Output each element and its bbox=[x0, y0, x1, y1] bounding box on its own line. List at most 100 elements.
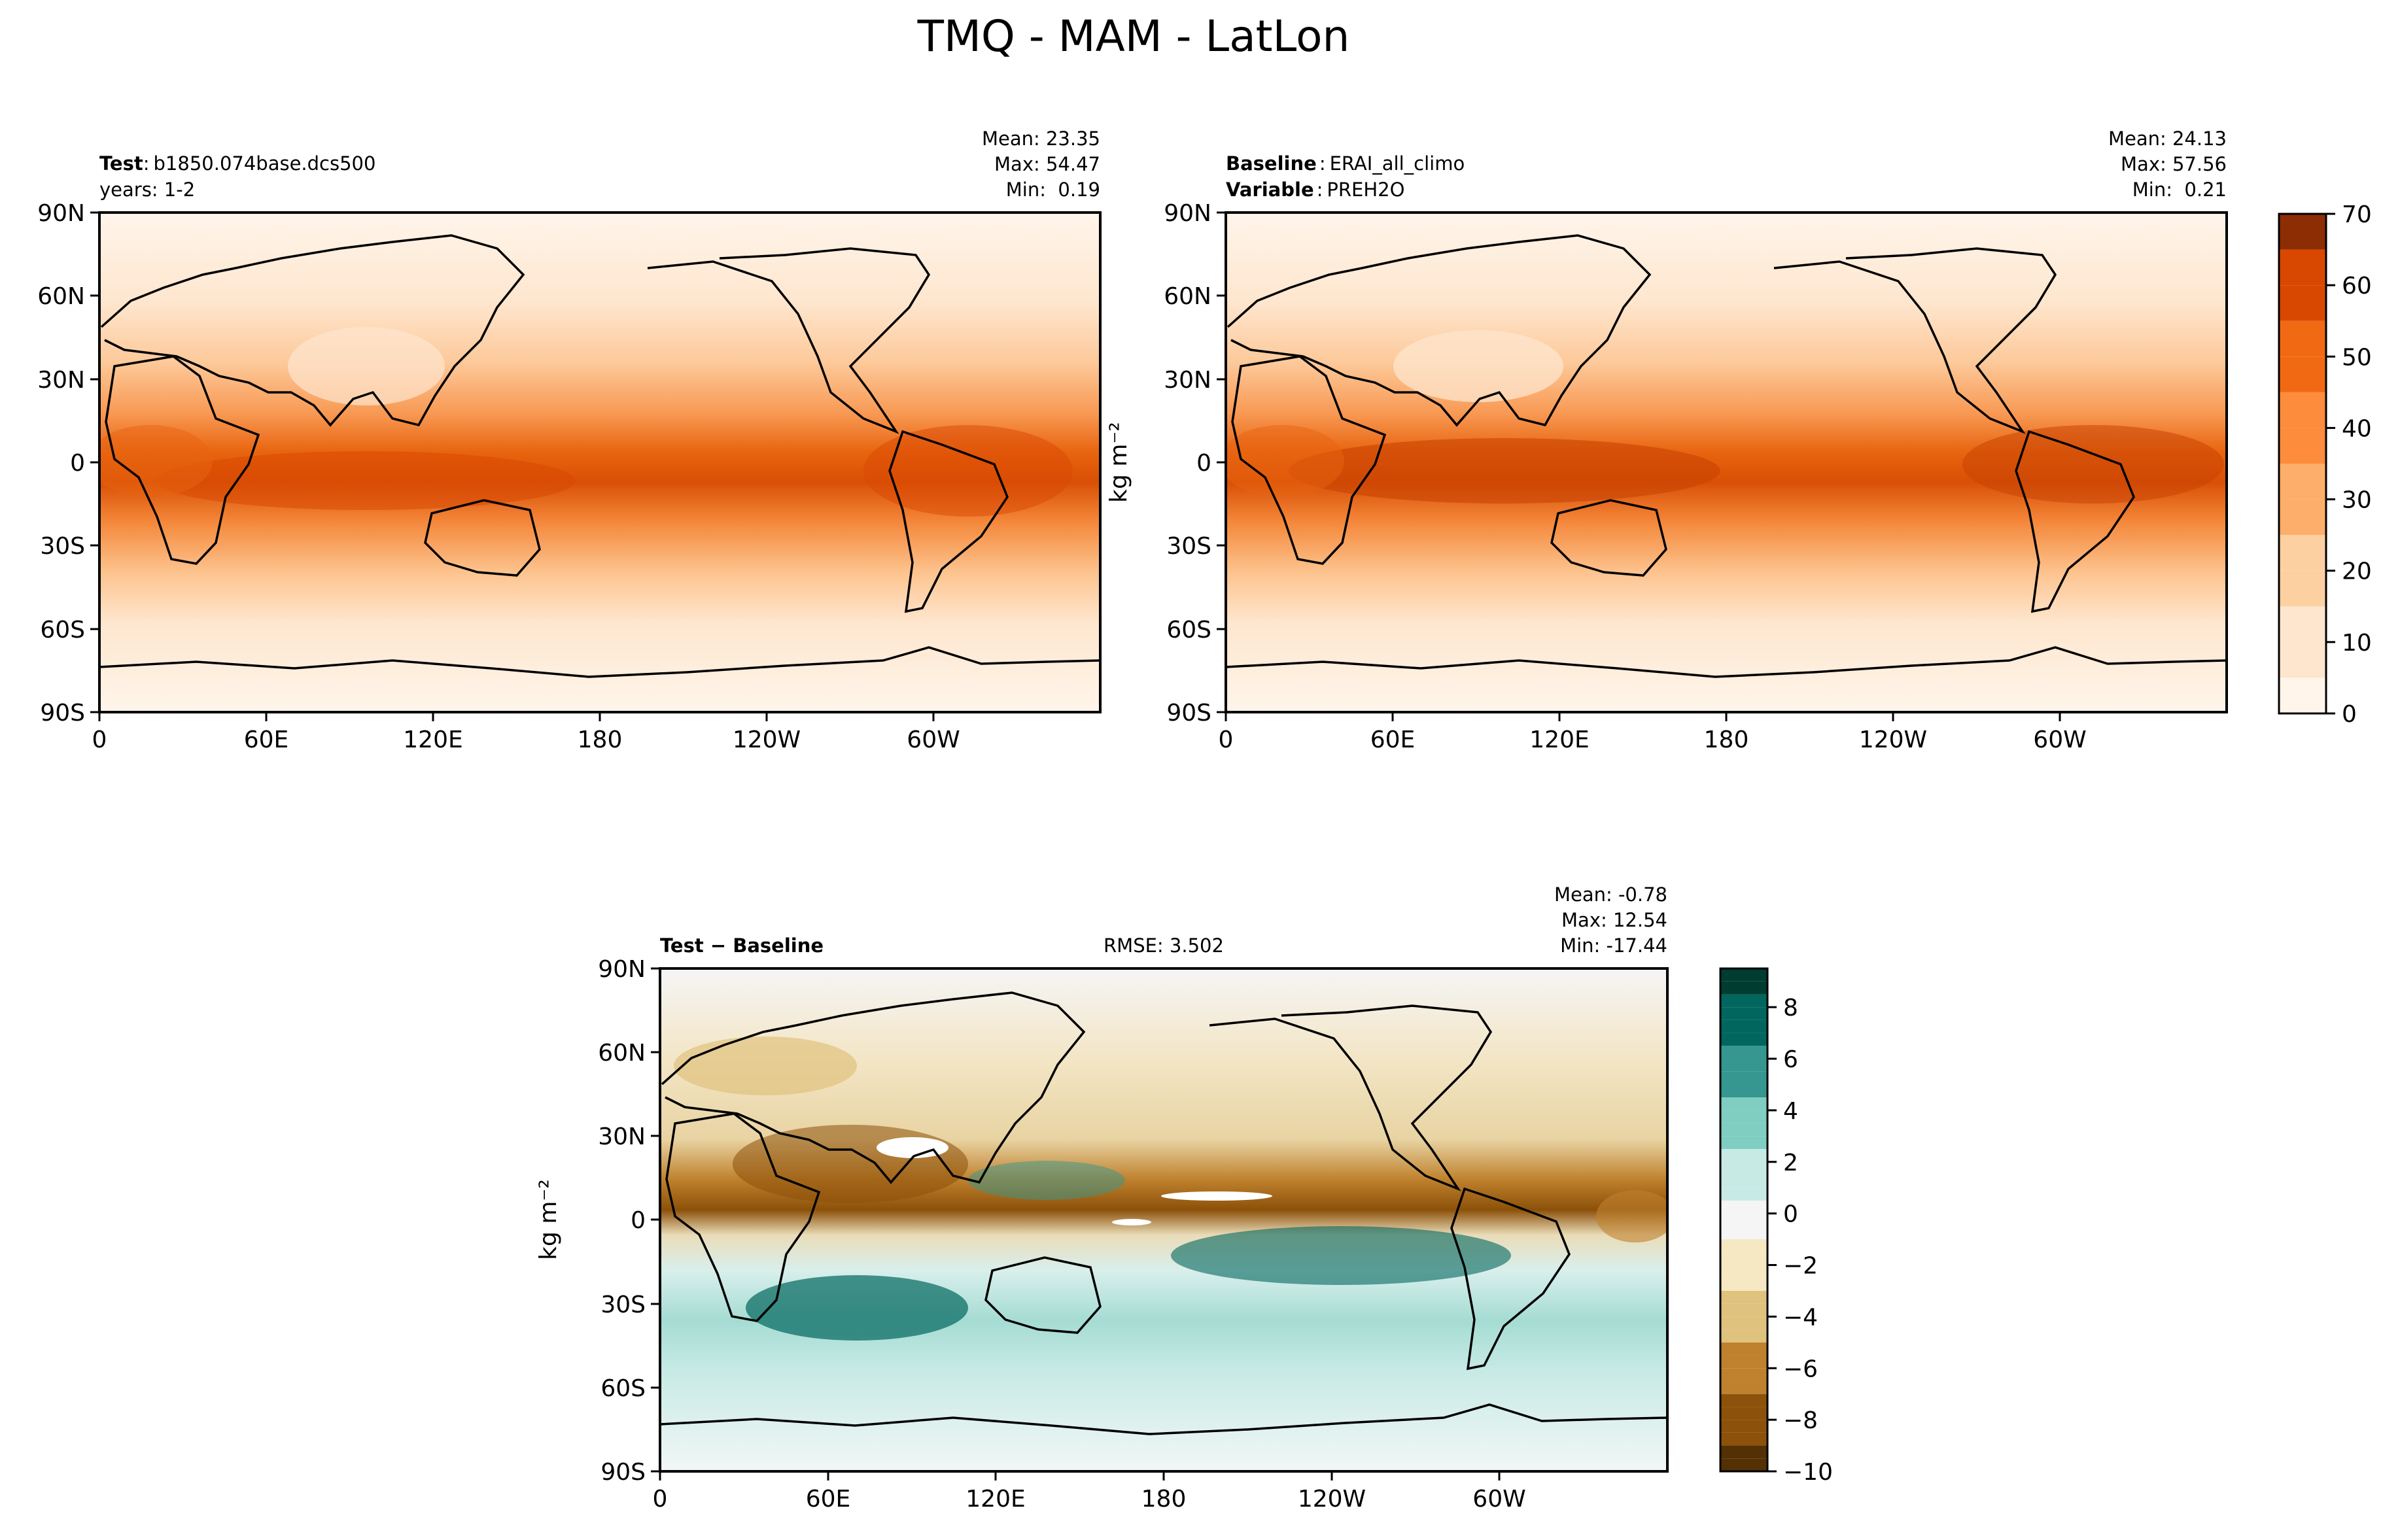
test-field-core bbox=[863, 425, 1073, 517]
lat-tick-label: 30S bbox=[600, 1292, 646, 1318]
colorbar-band bbox=[1720, 1149, 1767, 1162]
lon-tick-label: 180 bbox=[578, 727, 623, 753]
colorbar-band bbox=[1720, 1019, 1767, 1033]
lat-tick-label: 60S bbox=[1166, 617, 1211, 643]
colorbar-band bbox=[1720, 1200, 1767, 1214]
colorbar-band bbox=[1720, 968, 1767, 982]
colorbar-tick-label: 10 bbox=[2342, 630, 2372, 657]
colorbar-band bbox=[1720, 1226, 1767, 1240]
lon-tick-label: 60W bbox=[1472, 1486, 1525, 1513]
lon-tick-label: 120E bbox=[965, 1486, 1025, 1513]
colorbar-band bbox=[1720, 1123, 1767, 1137]
lat-tick-label: 60N bbox=[1164, 283, 1211, 310]
main-colorbar-frame bbox=[2278, 213, 2327, 715]
difference-stat-mean: Mean: -0.78 bbox=[1554, 883, 1667, 906]
colorbar-band bbox=[2279, 214, 2326, 250]
lon-tick-label: 180 bbox=[1141, 1486, 1187, 1513]
colorbar-band bbox=[1720, 1046, 1767, 1059]
lat-tick-label: 0 bbox=[631, 1207, 646, 1234]
colorbar-band bbox=[1720, 1161, 1767, 1175]
lon-tick-label: 0 bbox=[92, 727, 107, 753]
difference-rmse: RMSE: 3.502 bbox=[1104, 934, 1224, 957]
lon-tick-label: 60E bbox=[1370, 727, 1416, 753]
colorbar-band bbox=[2279, 320, 2326, 357]
colorbar-band bbox=[1720, 1278, 1767, 1291]
colorbar-tick-label: 60 bbox=[2342, 273, 2372, 299]
baseline-stat-max: Max: 57.56 bbox=[2121, 153, 2227, 175]
colorbar-tick-label: −2 bbox=[1783, 1253, 1818, 1280]
difference-lat-ticks bbox=[651, 967, 660, 1473]
lat-tick-label: 30N bbox=[598, 1123, 646, 1150]
lat-tick-label: 30N bbox=[37, 367, 85, 394]
lon-tick-label: 120W bbox=[1298, 1486, 1366, 1513]
colorbar-band bbox=[1720, 1316, 1767, 1330]
colorbar-band bbox=[1720, 1097, 1767, 1110]
colorbar-tick-label: 0 bbox=[1783, 1201, 1798, 1228]
lon-tick-label: 180 bbox=[1704, 727, 1749, 753]
colorbar-band bbox=[1720, 1380, 1767, 1394]
diff-colorbar-bands bbox=[1720, 968, 1767, 1471]
colorbar-tick-label: 8 bbox=[1783, 995, 1798, 1021]
lat-tick-label: 90N bbox=[598, 956, 646, 983]
baseline-lat-ticks bbox=[1217, 211, 1226, 713]
colorbar-band bbox=[1720, 1445, 1767, 1459]
baseline-field-core bbox=[1226, 425, 1344, 497]
colorbar-tick-label: 30 bbox=[2342, 487, 2372, 514]
lon-tick-label: 60W bbox=[907, 727, 960, 753]
lat-tick-label: 90S bbox=[1166, 700, 1211, 727]
lon-tick-label: 120E bbox=[403, 727, 462, 753]
baseline-ylabel: kg m⁻² bbox=[1105, 422, 1132, 503]
difference-header: Test − Baseline bbox=[660, 934, 824, 957]
colorbar-band bbox=[1720, 1432, 1767, 1446]
colorbar-band bbox=[1720, 1136, 1767, 1150]
colorbar-tick-label: 70 bbox=[2342, 201, 2372, 228]
colorbar-tick-label: 20 bbox=[2342, 558, 2372, 585]
diff-colorbar-frame bbox=[1719, 967, 1769, 1473]
colorbar-band bbox=[1720, 1265, 1767, 1278]
baseline-lon-ticks bbox=[1225, 712, 2061, 721]
lat-tick-label: 0 bbox=[70, 450, 85, 477]
colorbar-band bbox=[2279, 249, 2326, 286]
colorbar-band bbox=[2279, 677, 2326, 713]
test-stat-min: Min: 0.19 bbox=[1006, 179, 1100, 201]
colorbar-band bbox=[1720, 1007, 1767, 1020]
main-colorbar: 0 10 20 30 40 50 60 70 bbox=[2278, 201, 2372, 728]
baseline-field-core bbox=[1962, 425, 2224, 504]
difference-field-saturated bbox=[877, 1137, 948, 1158]
colorbar-band bbox=[1720, 1084, 1767, 1098]
difference-coastlines bbox=[660, 991, 1667, 1435]
lat-tick-label: 0 bbox=[1196, 450, 1211, 477]
colorbar-band bbox=[1720, 981, 1767, 995]
main-colorbar-bands bbox=[2279, 214, 2326, 713]
colorbar-tick-label: 0 bbox=[2342, 701, 2357, 728]
colorbar-band bbox=[1720, 1059, 1767, 1072]
colorbar-tick-label: 6 bbox=[1783, 1046, 1798, 1073]
lon-tick-label: 120E bbox=[1529, 727, 1589, 753]
colorbar-tick-label: −8 bbox=[1783, 1407, 1818, 1434]
test-lon-ticks bbox=[98, 712, 935, 721]
difference-field-wet bbox=[1171, 1226, 1511, 1285]
test-stat-max: Max: 54.47 bbox=[994, 153, 1100, 175]
colorbar-band bbox=[2279, 356, 2326, 392]
difference-stat-max: Max: 12.54 bbox=[1561, 909, 1667, 931]
lat-tick-label: 30S bbox=[1166, 533, 1211, 560]
test-field-core bbox=[157, 451, 576, 510]
colorbar-tick-label: −10 bbox=[1783, 1459, 1833, 1486]
colorbar-band bbox=[1720, 1355, 1767, 1369]
test-panel: 0 60E 120E 180 120W 60W 90N 60N 30N 0 30… bbox=[37, 128, 1102, 753]
baseline-coastlines bbox=[1226, 234, 2227, 678]
lat-tick-label: 60S bbox=[40, 617, 85, 643]
difference-panel: 0 60E 120E 180 120W 60W 90N 60N 30N 0 30… bbox=[535, 883, 1669, 1513]
main-colorbar-ticks: 0 10 20 30 40 50 60 70 bbox=[2326, 201, 2372, 728]
colorbar-band bbox=[1720, 1188, 1767, 1201]
baseline-field-dry bbox=[1393, 330, 1563, 402]
test-stat-mean: Mean: 23.35 bbox=[982, 128, 1100, 150]
figure-title: TMQ - MAM - LatLon bbox=[917, 11, 1350, 61]
test-coastlines bbox=[99, 234, 1100, 678]
lat-tick-label: 90N bbox=[1164, 200, 1211, 227]
difference-ylabel: kg m⁻² bbox=[535, 1179, 562, 1260]
diff-colorbar-ticks: −10 −8 −6 −4 −2 0 2 4 6 8 bbox=[1767, 995, 1833, 1486]
diff-colorbar: −10 −8 −6 −4 −2 0 2 4 6 8 bbox=[1719, 967, 1833, 1486]
difference-field-dry bbox=[1596, 1190, 1667, 1242]
lon-tick-label: 60E bbox=[806, 1486, 851, 1513]
